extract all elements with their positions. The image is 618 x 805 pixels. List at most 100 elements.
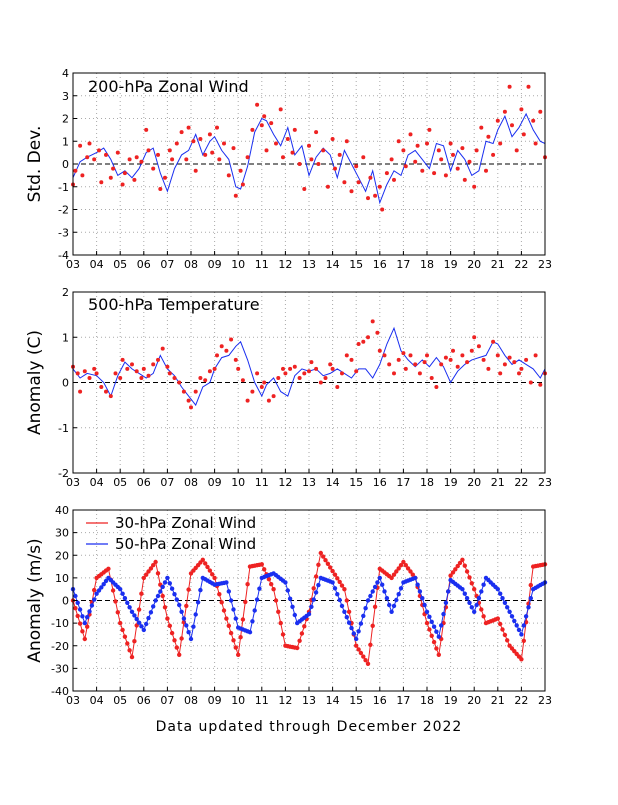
data-point	[464, 569, 470, 574]
data-point	[346, 620, 352, 625]
data-point	[521, 623, 526, 628]
data-point	[292, 127, 297, 132]
x-tick-label: 15	[349, 476, 363, 489]
data-point	[387, 362, 392, 367]
data-point	[233, 645, 238, 650]
data-point	[228, 630, 234, 636]
data-point	[104, 389, 108, 394]
data-point	[283, 371, 288, 376]
data-point	[130, 362, 134, 367]
data-point	[533, 353, 538, 358]
data-point	[361, 654, 366, 659]
data-point	[158, 187, 163, 191]
y-tick-label: 0	[62, 595, 69, 608]
data-point	[290, 604, 295, 609]
data-point	[472, 335, 477, 340]
x-tick-label: 06	[137, 694, 151, 707]
data-point	[391, 572, 397, 577]
data-point	[87, 141, 92, 146]
data-point	[349, 357, 354, 362]
data-point	[141, 627, 146, 633]
data-point	[165, 364, 170, 369]
data-point	[377, 348, 382, 353]
x-tick-label: 03	[66, 476, 80, 489]
data-point	[498, 371, 503, 376]
y-axis-label: Std. Dev.	[25, 126, 45, 203]
data-point	[425, 141, 429, 146]
smoothed-line	[72, 112, 546, 205]
data-point	[519, 657, 524, 662]
data-point	[212, 575, 217, 581]
data-point	[89, 603, 95, 608]
data-point	[403, 366, 408, 371]
data-point	[363, 606, 368, 611]
data-point	[132, 613, 137, 618]
data-point	[299, 631, 305, 636]
data-point	[358, 621, 364, 626]
data-point	[314, 366, 319, 371]
data-point	[78, 143, 83, 148]
panel-title: 500-hPa Temperature	[88, 295, 260, 314]
data-point	[464, 596, 470, 601]
data-point	[342, 609, 347, 614]
y-tick-label: -30	[51, 662, 69, 675]
data-point	[219, 344, 224, 349]
data-point	[425, 353, 429, 358]
data-point	[413, 159, 418, 164]
x-tick-label: 21	[491, 476, 505, 489]
data-point	[224, 348, 229, 353]
x-tick-label: 22	[514, 694, 528, 707]
data-point	[370, 623, 375, 628]
data-point	[391, 603, 397, 609]
data-point	[167, 148, 172, 153]
data-point	[502, 362, 507, 367]
data-point	[172, 592, 177, 597]
data-point	[245, 582, 250, 587]
data-point	[302, 187, 307, 191]
data-point	[179, 609, 184, 614]
data-point	[85, 155, 90, 160]
data-point	[307, 369, 311, 374]
data-point	[141, 366, 146, 371]
data-point	[533, 141, 538, 146]
panel-3: 03 04 05 06 07 08 09 10 11 12 13 14 15 16 17 18 19 20 21 22…	[25, 504, 552, 707]
data-point	[403, 563, 408, 568]
data-point	[443, 173, 448, 178]
data-point	[184, 157, 189, 162]
data-point	[460, 587, 465, 592]
data-point	[481, 357, 486, 362]
data-point	[330, 568, 335, 574]
data-point	[144, 127, 149, 132]
data-point	[219, 600, 224, 605]
data-point	[309, 604, 314, 609]
data-point	[431, 639, 437, 645]
data-point	[512, 618, 517, 624]
data-point	[349, 625, 354, 631]
x-tick-label: 08	[184, 476, 198, 489]
data-point	[460, 146, 465, 151]
data-point	[189, 405, 193, 410]
y-tick-label: 0	[62, 377, 69, 390]
data-point	[330, 137, 335, 141]
data-point	[252, 608, 257, 613]
data-point	[203, 378, 208, 383]
data-point	[115, 150, 120, 155]
data-point	[146, 373, 151, 378]
data-point	[191, 624, 196, 629]
data-point	[179, 130, 184, 135]
x-tick-label: 22	[514, 258, 528, 271]
x-tick-label: 03	[66, 694, 80, 707]
data-point	[266, 577, 272, 582]
data-point	[240, 182, 245, 187]
data-point	[132, 177, 137, 182]
data-point	[136, 620, 142, 625]
data-point	[339, 583, 345, 588]
data-point	[427, 127, 432, 132]
data-point	[372, 604, 378, 609]
data-point	[408, 353, 413, 358]
data-point	[332, 586, 338, 591]
data-point	[382, 353, 387, 358]
data-point	[238, 635, 243, 640]
data-point	[451, 152, 455, 157]
